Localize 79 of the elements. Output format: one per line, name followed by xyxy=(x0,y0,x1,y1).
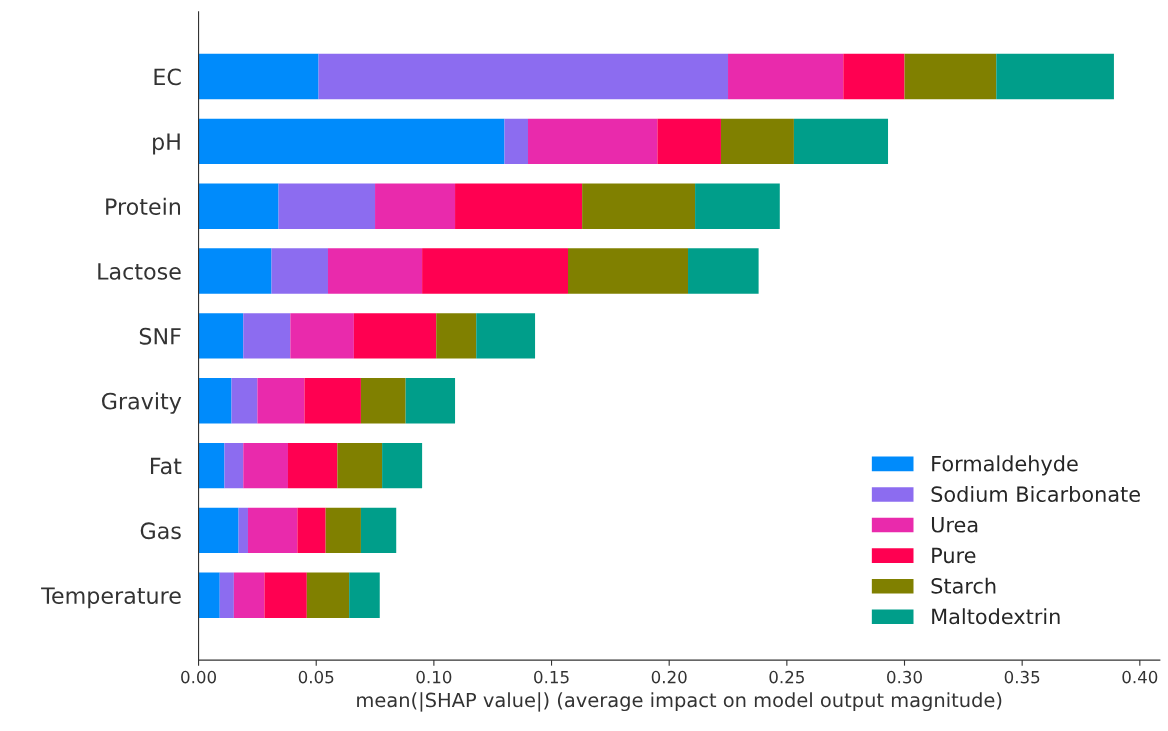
bar xyxy=(436,313,477,359)
bar xyxy=(247,507,298,554)
bar xyxy=(422,248,569,294)
bar xyxy=(219,572,234,618)
bar xyxy=(198,442,225,489)
bar xyxy=(688,248,759,294)
bar xyxy=(304,378,361,424)
x-tick-label: 0.20 xyxy=(651,670,687,684)
legend-label: Formaldehyde xyxy=(932,455,1078,476)
bar xyxy=(455,183,583,229)
bar xyxy=(720,118,794,165)
bar xyxy=(271,248,328,294)
legend-label: Pure xyxy=(932,547,976,564)
bar xyxy=(198,313,244,359)
legend-label: Sodium Bicarbonate xyxy=(931,485,1140,503)
bar xyxy=(233,572,265,618)
bar xyxy=(243,313,291,359)
bar xyxy=(568,248,689,294)
bar xyxy=(198,183,279,229)
bar xyxy=(238,507,248,554)
bar xyxy=(243,442,288,489)
bar xyxy=(476,313,536,359)
y-tick-label: Temperature xyxy=(41,587,181,609)
bar xyxy=(198,53,319,100)
x-tick-label: 0.05 xyxy=(298,670,334,684)
bar xyxy=(327,248,423,294)
x-tick-label: 0.15 xyxy=(534,670,569,684)
bar xyxy=(360,378,406,424)
bar xyxy=(528,118,658,165)
bar xyxy=(257,378,305,424)
legend-label: Urea xyxy=(931,517,978,533)
bar xyxy=(353,313,437,359)
bar xyxy=(504,118,528,165)
bar xyxy=(198,248,272,294)
bar xyxy=(904,53,997,100)
bar xyxy=(843,53,905,100)
bar xyxy=(198,118,505,165)
bar xyxy=(793,118,889,165)
bar xyxy=(290,313,354,359)
x-axis-title: mean(|SHAP value|) (average impact on model output magnitude) xyxy=(357,692,1002,712)
legend-label: Starch xyxy=(931,577,996,594)
bar xyxy=(264,572,307,618)
bar xyxy=(231,378,258,424)
x-tick-label: 0.40 xyxy=(1122,670,1158,684)
bar xyxy=(382,442,423,489)
y-tick-label: Fat xyxy=(150,457,182,475)
bar xyxy=(198,507,239,554)
bar xyxy=(360,507,397,554)
x-tick-label: 0.10 xyxy=(416,670,452,684)
bar xyxy=(695,183,780,229)
x-tick-label: 0.25 xyxy=(769,670,804,684)
bar xyxy=(224,442,244,489)
y-tick-label: pH xyxy=(153,133,180,155)
x-tick-label: 0.00 xyxy=(181,670,217,684)
bar xyxy=(297,507,326,554)
x-tick-label: 0.35 xyxy=(1004,670,1040,684)
y-tick-label: Lactose xyxy=(98,263,181,280)
y-tick-label: Gravity xyxy=(101,392,182,414)
bar xyxy=(306,572,350,618)
bar xyxy=(337,442,383,489)
bar xyxy=(405,378,456,424)
bar xyxy=(582,183,696,229)
bar xyxy=(375,183,456,229)
legend-label: Maltodextrin xyxy=(932,608,1060,625)
x-tick-label: 0.30 xyxy=(887,670,922,684)
bar xyxy=(287,442,338,489)
y-tick-label: SNF xyxy=(139,327,181,345)
bar xyxy=(996,53,1114,100)
y-tick-label: Gas xyxy=(140,522,181,540)
bar xyxy=(349,572,380,618)
bar xyxy=(318,53,729,100)
bar xyxy=(325,507,361,554)
bar xyxy=(198,378,232,424)
bar xyxy=(728,53,844,100)
bar xyxy=(657,118,721,165)
y-tick-label: EC xyxy=(154,68,181,86)
bar xyxy=(198,572,220,618)
bar xyxy=(278,183,376,229)
y-tick-label: Protein xyxy=(106,197,181,215)
